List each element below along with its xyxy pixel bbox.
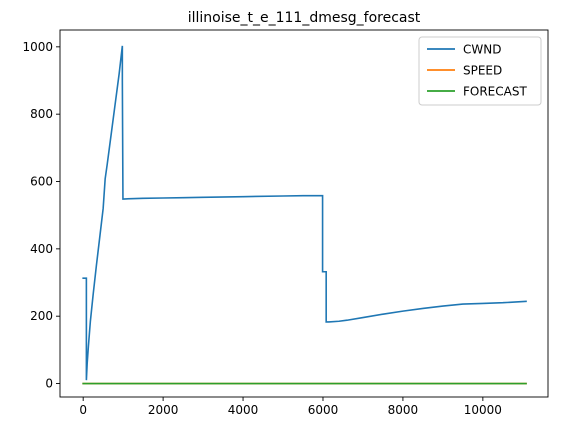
chart-title: illinoise_t_e_111_dmesg_forecast [188, 10, 421, 26]
y-tick-label: 400 [30, 242, 53, 256]
x-tick-label: 10000 [464, 403, 502, 417]
legend: CWND SPEED FORECAST [418, 36, 542, 106]
axes: 0 2000 4000 6000 8000 10000 0 200 400 600 800 1000 [22, 29, 549, 417]
legend-label-cwnd: CWND [463, 43, 501, 57]
series-line-cwnd [82, 45, 527, 381]
x-tick-label: 2000 [148, 403, 179, 417]
x-tick-label: 8000 [388, 403, 419, 417]
legend-box [418, 36, 542, 106]
y-tick-label: 600 [30, 175, 53, 189]
y-tick-label: 0 [45, 377, 53, 391]
x-tick-label: 6000 [308, 403, 339, 417]
y-tick-label: 200 [30, 309, 53, 323]
plot-frame [59, 29, 549, 398]
y-tick-label: 1000 [22, 40, 53, 54]
plot-area [82, 45, 527, 385]
x-tick-label: 4000 [228, 403, 259, 417]
legend-label-speed: SPEED [463, 64, 502, 78]
legend-label-forecast: FORECAST [463, 85, 527, 99]
x-tick-label: 0 [79, 403, 87, 417]
y-tick-label: 800 [30, 107, 53, 121]
